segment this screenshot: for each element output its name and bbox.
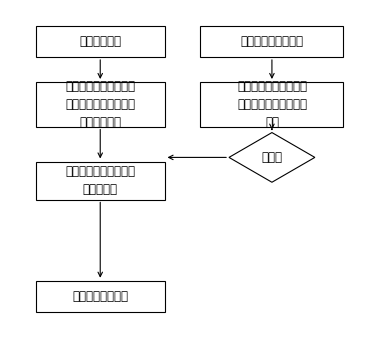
Bar [36,281,165,312]
Text: 输出木马判断数据: 输出木马判断数据 [72,290,128,303]
Text: 采集需要预测额数据: 采集需要预测额数据 [241,35,303,48]
Text: 对数据进行聚类，通过
评价函数的出木马存在
系数: 对数据进行聚类，通过 评价函数的出木马存在 系数 [237,80,307,129]
Bar [36,26,165,57]
Bar [200,26,343,57]
Polygon shape [229,132,315,182]
Text: 采集训练数据: 采集训练数据 [79,35,121,48]
Text: 对需要预测的数据用模
型进行预测: 对需要预测的数据用模 型进行预测 [65,165,135,196]
Bar [200,82,343,127]
Text: 对采集到的数据通过神
经网络的无监督学习，
生成一个模型: 对采集到的数据通过神 经网络的无监督学习， 生成一个模型 [65,80,135,129]
Bar [36,162,165,200]
Text: 系数高: 系数高 [261,151,283,164]
Bar [36,82,165,127]
